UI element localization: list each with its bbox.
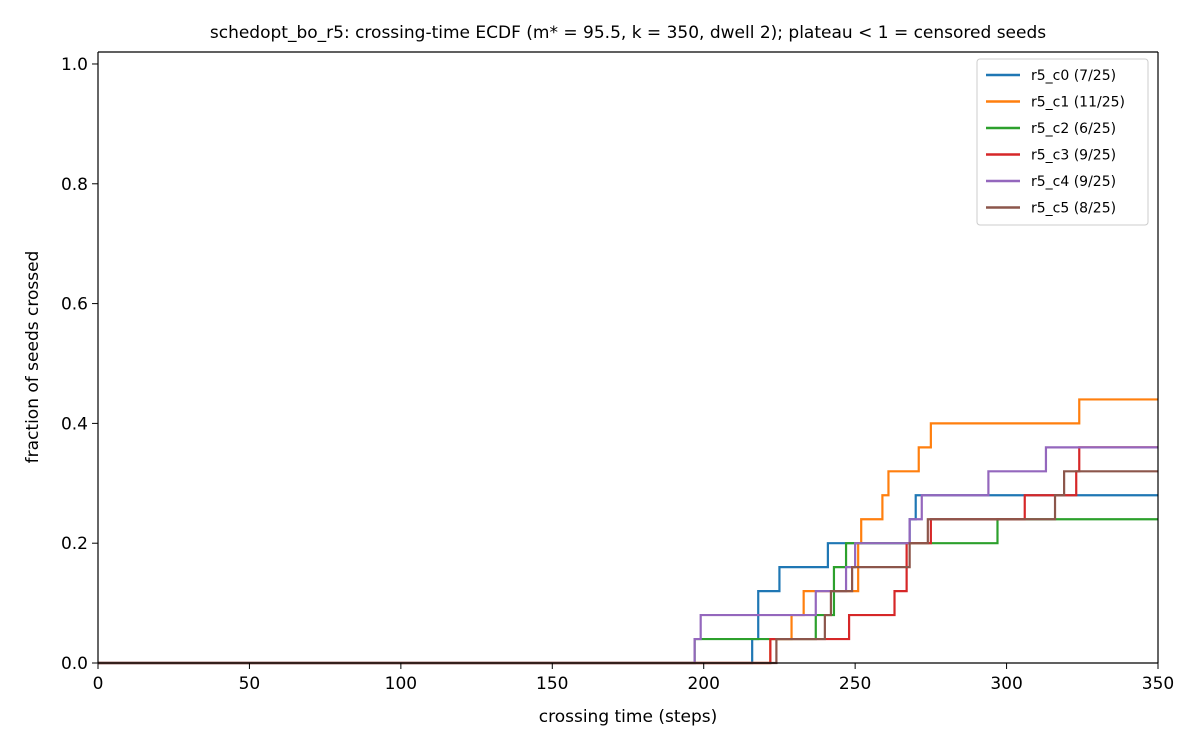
series-line-1 [98,398,1158,665]
legend-label-2: r5_c2 (6/25) [1031,121,1116,137]
y-tick-label: 0.0 [61,654,88,674]
x-tick-label: 200 [687,674,719,694]
series-line-5 [98,470,1158,665]
x-tick-label: 250 [839,674,871,694]
y-tick-label: 0.2 [61,534,88,554]
x-tick-label: 300 [990,674,1022,694]
y-tick-label: 0.8 [61,175,88,195]
y-tick-label: 0.6 [61,295,88,315]
x-axis-ticks: 0 50 100 150 200 250 300 350 [93,663,1174,694]
axes-frame [97,51,1159,664]
x-tick-label: 50 [239,674,261,694]
legend: r5_c0 (7/25) r5_c1 (11/25) r5_c2 (6/25) r5_… [976,58,1149,226]
y-tick-label: 1.0 [61,55,88,75]
legend-label-3: r5_c3 (9/25) [1031,148,1116,164]
y-tick-label: 0.4 [61,414,88,434]
x-tick-label: 100 [385,674,417,694]
x-tick-label: 350 [1142,674,1174,694]
legend-label-1: r5_c1 (11/25) [1031,95,1125,111]
chart-title: schedopt_bo_r5: crossing-time ECDF (m* =… [210,23,1046,43]
y-axis-ticks: 0.0 0.2 0.4 0.6 0.8 1.0 [61,55,98,674]
series-line-4 [98,446,1158,665]
x-tick-label: 150 [536,674,568,694]
y-axis-label: fraction of seeds crossed [23,251,43,464]
series-layer [98,398,1158,665]
legend-label-5: r5_c5 (8/25) [1031,201,1116,217]
x-tick-label: 0 [93,674,104,694]
legend-label-0: r5_c0 (7/25) [1031,68,1116,84]
x-axis-label: crossing time (steps) [539,707,717,727]
legend-label-4: r5_c4 (9/25) [1031,174,1116,190]
